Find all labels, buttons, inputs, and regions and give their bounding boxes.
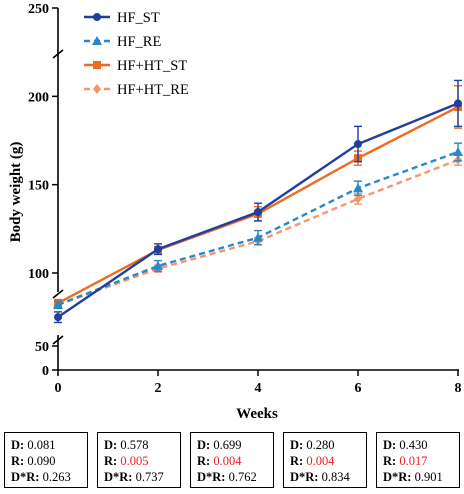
stat-d-value: 0.081 [27, 438, 56, 452]
legend-item: HF+HT_RE [84, 82, 189, 98]
statistics-panel: D: 0.081 R: 0.090 D*R: 0.263 D: 0.578 R:… [4, 432, 460, 490]
data-point [93, 13, 101, 21]
legend-item: HF_ST [84, 10, 160, 26]
stat-d-key: D: [290, 438, 307, 452]
stat-r-key: R: [383, 454, 400, 468]
stat-box-week-6: D: 0.280 R: 0.004 D*R: 0.834 [283, 432, 367, 488]
stat-d-line: D: 0.699 [197, 437, 273, 453]
stat-dr-key: D*R: [383, 470, 415, 484]
stat-d-value: 0.578 [120, 438, 149, 452]
data-point [254, 208, 262, 217]
stat-d-line: D: 0.081 [11, 437, 87, 453]
legend-label: HF_RE [117, 34, 161, 50]
stat-dr-line: D*R: 0.901 [383, 469, 459, 485]
stat-dr-key: D*R: [104, 470, 136, 484]
stat-dr-line: D*R: 0.737 [104, 469, 180, 485]
stat-d-value: 0.699 [213, 438, 242, 452]
legend-item: HF+HT_ST [84, 58, 187, 74]
stat-dr-key: D*R: [11, 470, 43, 484]
chart-axes: 100 150 200 250 0 50 0 2 4 6 8 [28, 2, 462, 396]
stat-d-line: D: 0.430 [383, 437, 459, 453]
stat-dr-value: 0.263 [42, 470, 71, 484]
stat-d-key: D: [383, 438, 400, 452]
series-line [57, 150, 459, 306]
stat-d-key: D: [104, 438, 121, 452]
chart-legend: HF_ST HF_RE HF+HT_ST HF+HT_RE [84, 10, 189, 98]
stat-box-week-4: D: 0.699 R: 0.004 D*R: 0.762 [190, 432, 274, 488]
stat-r-value: 0.005 [120, 454, 149, 468]
data-point [54, 313, 62, 322]
x-tick-label: 6 [355, 381, 362, 396]
stat-box-week-0: D: 0.081 R: 0.090 D*R: 0.263 [4, 432, 88, 488]
data-point [92, 36, 102, 45]
stat-r-line: R: 0.005 [104, 453, 180, 469]
stat-d-value: 0.280 [306, 438, 335, 452]
stat-box-week-2: D: 0.578 R: 0.005 D*R: 0.737 [97, 432, 181, 488]
data-point [454, 99, 462, 108]
data-point [93, 61, 101, 69]
data-point [353, 183, 363, 193]
stat-dr-key: D*R: [197, 470, 229, 484]
series-hf-re [53, 142, 463, 310]
data-point [153, 260, 163, 270]
data-point [154, 245, 162, 254]
stat-r-key: R: [11, 454, 28, 468]
y-tick-label: 100 [28, 267, 49, 282]
stat-dr-key: D*R: [290, 470, 322, 484]
legend-label: HF+HT_ST [117, 58, 187, 74]
stat-r-key: R: [290, 454, 307, 468]
series-hf-ht-st [54, 85, 462, 308]
series-hf-st [54, 79, 462, 324]
stat-dr-line: D*R: 0.263 [11, 469, 87, 485]
data-point [354, 140, 362, 149]
stat-dr-value: 0.901 [414, 470, 443, 484]
legend-label: HF_ST [117, 10, 160, 26]
stat-dr-line: D*R: 0.762 [197, 469, 273, 485]
x-tick-label: 0 [55, 381, 62, 396]
x-tick-label: 2 [155, 381, 162, 396]
stat-d-key: D: [11, 438, 28, 452]
axis-break-mark [52, 335, 64, 345]
legend-label: HF+HT_RE [117, 82, 189, 98]
stat-d-key: D: [197, 438, 214, 452]
stat-r-line: R: 0.017 [383, 453, 459, 469]
y-tick-label: 150 [28, 179, 49, 194]
stat-r-line: R: 0.004 [290, 453, 366, 469]
data-point [453, 146, 463, 156]
stat-d-line: D: 0.280 [290, 437, 366, 453]
axis-break-mark [52, 289, 64, 299]
y-tick-label: 0 [42, 364, 49, 379]
stat-r-value: 0.004 [213, 454, 242, 468]
chart-series [53, 79, 463, 324]
stat-d-value: 0.430 [399, 438, 428, 452]
y-axis-label: Body weight (g) [8, 142, 24, 243]
y-tick-label: 50 [35, 340, 49, 355]
data-point [93, 84, 101, 94]
y-tick-label: 200 [28, 90, 49, 105]
stat-dr-value: 0.834 [321, 470, 350, 484]
stat-box-week-8: D: 0.430 R: 0.017 D*R: 0.901 [376, 432, 460, 488]
stat-r-value: 0.004 [306, 454, 335, 468]
stat-r-line: R: 0.004 [197, 453, 273, 469]
axis-break-mark [52, 49, 64, 59]
stat-d-line: D: 0.578 [104, 437, 180, 453]
y-tick-label: 250 [28, 2, 49, 17]
data-point [53, 299, 63, 309]
x-tick-label: 4 [255, 381, 262, 396]
stat-dr-value: 0.762 [228, 470, 257, 484]
data-point [354, 193, 362, 204]
stat-r-value: 0.017 [399, 454, 428, 468]
stat-r-line: R: 0.090 [11, 453, 87, 469]
data-point [253, 232, 263, 242]
x-axis-label: Weeks [236, 406, 278, 422]
stat-dr-line: D*R: 0.834 [290, 469, 366, 485]
stat-r-key: R: [104, 454, 121, 468]
stat-dr-value: 0.737 [135, 470, 164, 484]
legend-item: HF_RE [84, 34, 161, 50]
x-tick-label: 8 [455, 381, 462, 396]
stat-r-key: R: [197, 454, 214, 468]
stat-r-value: 0.090 [27, 454, 56, 468]
